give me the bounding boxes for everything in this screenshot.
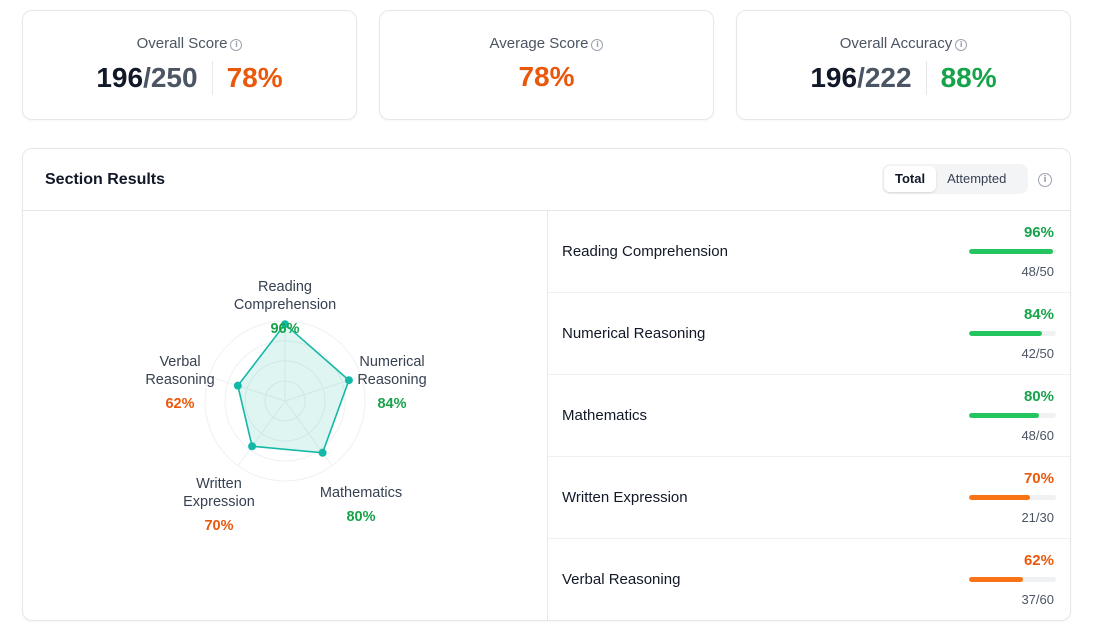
progress-fill [969,331,1043,336]
result-row: Verbal Reasoning 62% 37/60 [548,539,1070,621]
average-score-label: Average Score [489,35,589,52]
result-count: 42/50 [1021,346,1054,361]
toggle-attempted[interactable]: Attempted [947,171,1007,186]
view-toggle: Total Attempted [882,164,1028,194]
radar-axis-label: Numerical [359,354,424,370]
result-name: Reading Comprehension [562,243,728,260]
result-row: Written Expression 70% 21/30 [548,457,1070,539]
result-row: Numerical Reasoning 84% 42/50 [548,293,1070,375]
radar-point [281,320,289,329]
overall-accuracy-total: 222 [864,62,912,93]
divider [925,61,927,95]
info-icon[interactable]: i [230,39,243,51]
result-percent: 84% [1023,306,1054,323]
overall-score-card: Overall Score i 196/250 78% [22,10,357,120]
radar-axis-label: Verbal [159,354,200,370]
overall-score-total: 250 [150,62,198,93]
progress-bar [969,331,1056,336]
radar-value-label: 62% [165,396,194,412]
overall-accuracy-label: Overall Accuracy [839,35,953,52]
progress-fill [969,413,1039,418]
result-name: Mathematics [562,407,648,424]
radar-axis-label: Written [196,476,242,492]
result-count: 37/60 [1021,592,1054,607]
radar-chart: Reading Comprehension 96% Numerical Reasonin… [145,279,426,534]
overall-score-percent: 78% [226,62,283,93]
divider [211,61,213,95]
radar-axis-label: Reading [258,279,312,295]
overall-accuracy-card: Overall Accuracy i 196/222 88% [736,10,1071,120]
radar-spoke [237,400,286,467]
info-icon[interactable]: i [955,39,968,51]
progress-fill [969,249,1053,254]
radar-area [236,323,350,454]
radar-point [318,448,327,457]
radar-axis-label: Reasoning [145,372,214,388]
average-score-percent: 78% [518,61,575,92]
progress-bar [969,577,1056,582]
progress-bar [969,413,1056,418]
result-name: Numerical Reasoning [562,325,706,342]
result-count: 48/50 [1021,264,1054,279]
overall-accuracy-percent: 88% [940,62,997,93]
radar-value-label: 96% [270,321,299,337]
radar-value-label: 84% [377,396,406,412]
radar-axis-label: Mathematics [320,485,402,501]
result-percent: 80% [1023,388,1054,405]
result-percent: 96% [1023,224,1054,241]
overall-score-value: 196 [96,62,144,93]
progress-bar [969,495,1056,500]
column-divider [547,211,548,620]
result-count: 21/30 [1021,510,1054,525]
overall-score-label: Overall Score [136,35,228,52]
radar-axis-label: Expression [183,494,255,510]
result-name: Verbal Reasoning [562,571,681,588]
section-results-card: Section Results Total Attempted i Readin… [22,148,1071,621]
radar-axis-label: Comprehension [234,297,336,313]
progress-bar [969,249,1056,254]
result-row: Reading Comprehension 96% 48/50 [548,211,1070,293]
result-list: Reading Comprehension 96% 48/50 Numerical R… [548,211,1070,620]
progress-fill [969,495,1030,500]
radar-point [344,376,353,385]
result-count: 48/60 [1021,428,1054,443]
toggle-total[interactable]: Total [884,166,937,192]
radar-axis-label: Reasoning [357,372,426,388]
radar-value-label: 80% [346,509,375,525]
progress-fill [969,577,1023,582]
info-icon[interactable]: i [1038,173,1052,187]
section-header: Section Results Total Attempted i [23,149,1070,211]
radar-spoke [208,375,286,402]
radar-point [233,381,242,390]
radar-point [248,442,257,451]
radar-value-label: 70% [204,518,233,534]
info-icon[interactable]: i [591,39,604,51]
overall-accuracy-value: 196 [810,62,858,93]
result-row: Mathematics 80% 48/60 [548,375,1070,457]
average-score-card: Average Score i 78% [379,10,714,120]
result-percent: 62% [1023,552,1054,569]
section-title: Section Results [45,171,166,188]
result-name: Written Expression [562,489,688,506]
result-percent: 70% [1023,470,1054,487]
